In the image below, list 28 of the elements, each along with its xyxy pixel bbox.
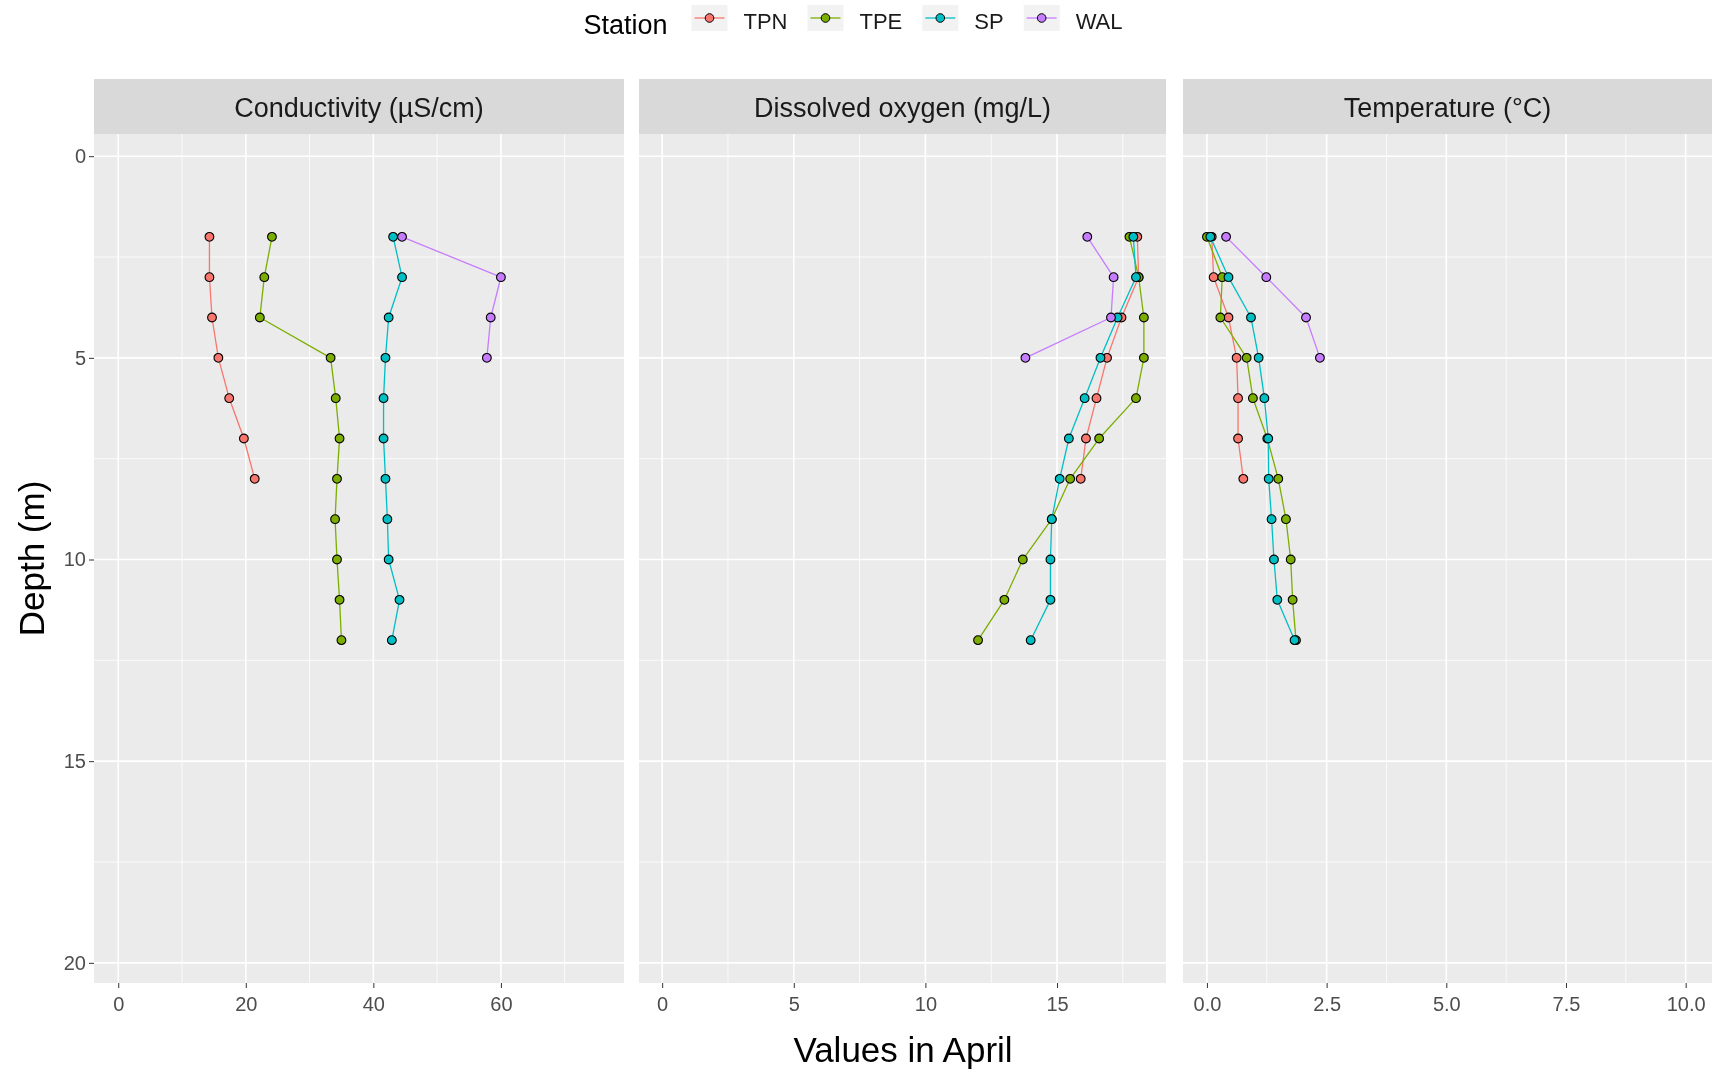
x-tick-label: 0 <box>657 993 669 1015</box>
x-tick-label: 2.5 <box>1313 993 1342 1015</box>
legend-label: WAL <box>1075 9 1123 34</box>
y-tick-label: 20 <box>63 951 86 974</box>
y-tick-label: 15 <box>63 750 86 773</box>
x-tick-label: 10.0 <box>1666 993 1706 1015</box>
legend-label: TPE <box>859 9 903 34</box>
x-tick-label: 60 <box>490 993 513 1015</box>
chart-title: Conductivity (µS/cm) <box>234 92 484 123</box>
x-tick-label: 15 <box>1046 993 1069 1015</box>
x-tick-label: 0 <box>113 993 125 1015</box>
chart-title: Dissolved oxygen (mg/L) <box>753 92 1052 123</box>
x-tick-label: 5.0 <box>1432 993 1461 1015</box>
y-axis-title: Depth (m) <box>12 480 51 637</box>
legend-label: SP <box>974 9 1004 34</box>
y-tick-label: 10 <box>63 548 86 571</box>
x-tick-label: 7.5 <box>1552 993 1581 1015</box>
x-tick-label: 0.0 <box>1193 993 1222 1015</box>
x-tick-label: 5 <box>788 993 800 1015</box>
x-axis-title: Values in April <box>793 1030 1013 1069</box>
x-tick-label: 20 <box>235 993 258 1015</box>
chart-title: Temperature (°C) <box>1343 92 1552 123</box>
y-tick-label: 5 <box>74 346 86 369</box>
y-tick-label: 0 <box>74 145 86 168</box>
legend-title: Station <box>583 10 668 40</box>
x-tick-label: 10 <box>914 993 938 1015</box>
x-tick-label: 40 <box>362 993 385 1015</box>
legend-label: TPN <box>743 9 788 34</box>
